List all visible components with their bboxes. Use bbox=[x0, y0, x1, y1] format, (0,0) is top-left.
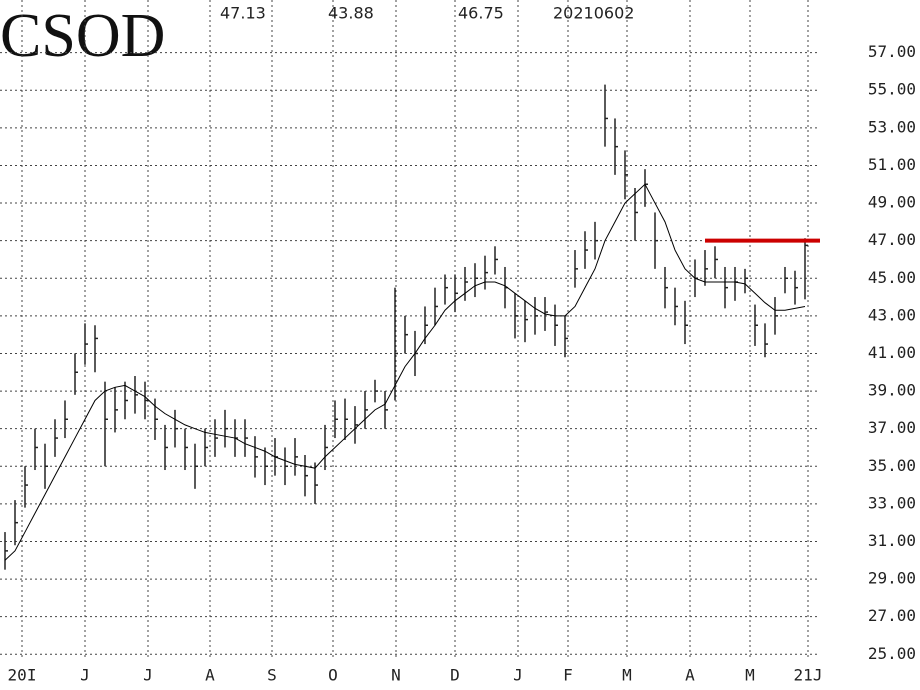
header-low: 43.88 bbox=[328, 4, 374, 23]
y-tick-label: 51.00 bbox=[868, 155, 916, 174]
header-high: 47.13 bbox=[220, 4, 266, 23]
y-tick-label: 25.00 bbox=[868, 644, 916, 663]
symbol: CSOD bbox=[0, 2, 165, 70]
y-tick-label: 53.00 bbox=[868, 117, 916, 136]
x-tick-label: J bbox=[513, 666, 523, 685]
x-tick-label: J bbox=[143, 666, 153, 685]
y-tick-label: 27.00 bbox=[868, 606, 916, 625]
header-close: 46.75 bbox=[458, 4, 504, 23]
x-tick-label: D bbox=[450, 666, 460, 685]
y-tick-label: 43.00 bbox=[868, 305, 916, 324]
y-tick-label: 37.00 bbox=[868, 418, 916, 437]
x-tick-label: J bbox=[80, 666, 90, 685]
x-tick-label: 21J bbox=[794, 666, 823, 685]
y-tick-label: 45.00 bbox=[868, 268, 916, 287]
y-tick-label: 47.00 bbox=[868, 230, 916, 249]
y-tick-label: 31.00 bbox=[868, 531, 916, 550]
x-tick-label: S bbox=[267, 666, 277, 685]
y-tick-label: 35.00 bbox=[868, 456, 916, 475]
x-tick-label: M bbox=[622, 666, 632, 685]
x-tick-label: A bbox=[685, 666, 695, 685]
y-tick-label: 55.00 bbox=[868, 80, 916, 99]
y-tick-label: 57.00 bbox=[868, 42, 916, 61]
x-tick-label: F bbox=[563, 666, 573, 685]
x-tick-label: N bbox=[391, 666, 401, 685]
y-tick-label: 33.00 bbox=[868, 493, 916, 512]
x-tick-label: 20I bbox=[8, 666, 37, 685]
header-date: 20210602 bbox=[553, 4, 634, 23]
x-tick-label: A bbox=[205, 666, 215, 685]
x-tick-label: O bbox=[328, 666, 338, 685]
y-tick-label: 49.00 bbox=[868, 193, 916, 212]
y-tick-label: 41.00 bbox=[868, 343, 916, 362]
moving-average bbox=[4, 183, 806, 561]
x-tick-label: M bbox=[745, 666, 755, 685]
y-tick-label: 39.00 bbox=[868, 381, 916, 400]
y-tick-label: 29.00 bbox=[868, 569, 916, 588]
